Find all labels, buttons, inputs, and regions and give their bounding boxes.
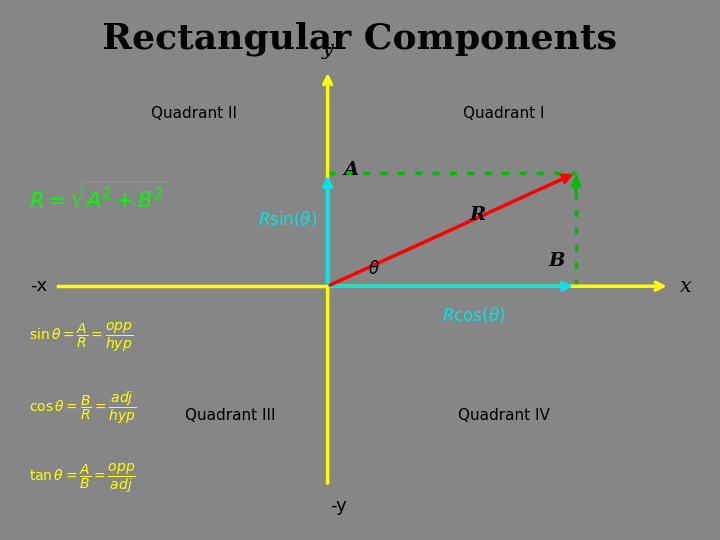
Text: A: A [343,161,359,179]
Text: $R\cos(\theta)$: $R\cos(\theta)$ [442,305,505,325]
Text: y: y [322,40,333,59]
Text: $\theta$: $\theta$ [369,260,380,278]
Text: $\cos\theta = \dfrac{B}{R} = \dfrac{adj}{hyp}$: $\cos\theta = \dfrac{B}{R} = \dfrac{adj}… [29,389,136,426]
Text: $R\sin(\theta)$: $R\sin(\theta)$ [258,208,317,229]
Text: x: x [680,276,692,296]
Text: $\tan\theta = \dfrac{A}{B} = \dfrac{opp}{adj}$: $\tan\theta = \dfrac{A}{B} = \dfrac{opp}… [29,461,135,495]
Text: $R = \sqrt{A^2 + B^2}$: $R = \sqrt{A^2 + B^2}$ [29,181,168,213]
Text: Quadrant II: Quadrant II [151,106,238,121]
Text: $\sin\theta = \dfrac{A}{R} = \dfrac{opp}{hyp}$: $\sin\theta = \dfrac{A}{R} = \dfrac{opp}… [29,321,133,354]
Text: Quadrant IV: Quadrant IV [458,408,550,423]
Text: -x: -x [30,277,47,295]
Text: -y: -y [330,497,347,515]
Text: Quadrant I: Quadrant I [463,106,545,121]
Text: Rectangular Components: Rectangular Components [102,22,618,56]
Text: B: B [549,252,565,270]
Text: R: R [470,206,486,224]
Text: Quadrant III: Quadrant III [185,408,276,423]
